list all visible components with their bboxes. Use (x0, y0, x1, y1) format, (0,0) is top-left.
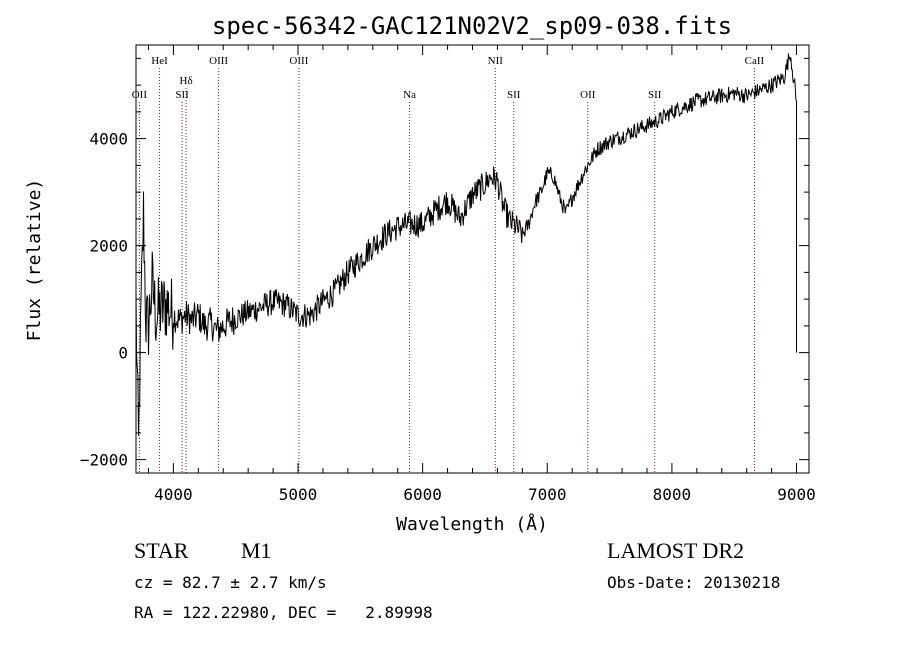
y-tick-label: 4000 (89, 130, 128, 149)
coordinates-line: RA = 122.22980, DEC = 2.89998 (134, 603, 433, 622)
spectral-label-oiii-5: OIII (289, 55, 308, 67)
spectral-label-oii-0: OII (132, 89, 148, 101)
y-tick-label: 2000 (89, 237, 128, 256)
x-tick-label: 5000 (279, 485, 318, 504)
spectral-label-sii-8: SII (507, 89, 521, 101)
survey-name: LAMOST DR2 (607, 538, 745, 563)
y-tick-label: −2000 (80, 451, 128, 470)
spectral-label-nii-7: NII (488, 55, 504, 67)
chart-title: spec-56342-GAC121N02V2_sp09-038.fits (212, 12, 732, 40)
spectral-label-caii-11: CaII (745, 55, 765, 67)
spectral-label-sii-3: SII (175, 89, 189, 101)
x-tick-label: 9000 (777, 485, 816, 504)
redshift-line: cz = 82.7 ± 2.7 km/s (134, 573, 327, 592)
spectral-label-hei-1: HeI (151, 55, 168, 67)
obs-date-line: Obs-Date: 20130218 (607, 573, 781, 592)
spectral-label-oiii-4: OIII (209, 55, 228, 67)
plot-frame (135, 44, 810, 474)
x-tick-label: 7000 (528, 485, 567, 504)
x-tick-label: 8000 (653, 485, 692, 504)
spectrum-line (135, 53, 797, 436)
spectral-label-oii-9: OII (580, 89, 596, 101)
x-axis: 4000 5000 6000 7000 8000 9000 (147, 45, 816, 504)
spectral-line-markers: OII HeI Hδ SII OIII OIII Na NII SII OII SII CaII (132, 55, 765, 473)
subclass: M1 (241, 538, 272, 563)
spectral-label-na-6: Na (403, 89, 416, 101)
spectral-label-hδ-2: Hδ (180, 75, 193, 87)
object-class: STAR (134, 538, 189, 563)
y-tick-label: 0 (118, 344, 128, 363)
x-tick-label: 4000 (154, 485, 193, 504)
y-axis-label: Flux (relative) (24, 179, 45, 342)
spectral-label-sii-10: SII (648, 89, 662, 101)
x-tick-label: 6000 (403, 485, 442, 504)
y-axis: −2000 0 2000 4000 (80, 57, 809, 470)
x-axis-label: Wavelength (Å) (396, 513, 548, 535)
